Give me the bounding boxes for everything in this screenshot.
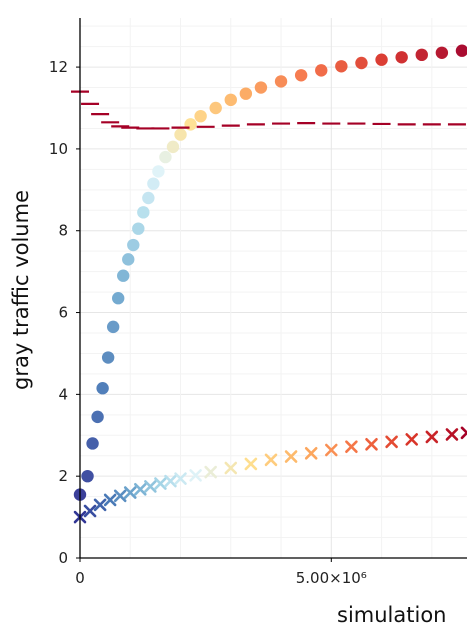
data-point	[145, 481, 155, 491]
data-point	[286, 452, 296, 462]
grid-layer	[80, 18, 467, 558]
y-axis-title: gray traffic volume	[9, 190, 33, 390]
y-tick-label: 8	[58, 222, 68, 240]
data-point	[447, 429, 457, 439]
data-point	[335, 60, 347, 72]
data-point	[127, 239, 139, 251]
data-point	[95, 500, 105, 510]
y-tick-label: 12	[49, 58, 68, 76]
data-point	[135, 484, 145, 494]
series-cross	[75, 428, 467, 522]
data-point	[275, 75, 287, 87]
data-point	[115, 491, 125, 501]
data-point	[375, 54, 387, 66]
data-point	[395, 51, 407, 63]
data-point	[142, 192, 154, 204]
data-point	[206, 467, 216, 477]
y-tick-label: 10	[49, 140, 68, 158]
data-point	[462, 428, 467, 438]
data-point	[255, 81, 267, 93]
data-point	[306, 448, 316, 458]
data-point	[407, 434, 417, 444]
series-circle	[74, 45, 467, 501]
data-point	[436, 47, 448, 59]
data-point	[81, 470, 93, 482]
data-point	[112, 292, 124, 304]
y-tick-label: 6	[58, 304, 68, 322]
x-tick-label: 0	[75, 569, 85, 587]
data-point	[85, 506, 95, 516]
data-point	[194, 110, 206, 122]
data-point	[96, 382, 108, 394]
x-tick-label: 5.00×10⁶	[296, 569, 367, 587]
data-point	[315, 64, 327, 76]
data-point	[167, 141, 179, 153]
x-axis-title: simulation	[337, 603, 446, 627]
data-point	[295, 69, 307, 81]
data-point	[346, 442, 356, 452]
data-point	[355, 57, 367, 69]
data-point	[137, 206, 149, 218]
data-point	[86, 437, 98, 449]
data-point	[387, 437, 397, 447]
y-tick-label: 4	[58, 385, 68, 403]
data-point	[191, 470, 201, 480]
data-point	[147, 177, 159, 189]
y-tick-label: 0	[58, 549, 68, 567]
data-point	[240, 87, 252, 99]
data-point	[266, 455, 276, 465]
data-point	[155, 479, 165, 489]
data-point	[367, 439, 377, 449]
data-point	[102, 351, 114, 363]
y-tick-label: 2	[58, 467, 68, 485]
data-point	[210, 102, 222, 114]
data-point	[225, 94, 237, 106]
data-point	[416, 49, 428, 61]
data-point	[122, 253, 134, 265]
data-point	[174, 128, 186, 140]
data-point	[117, 270, 129, 282]
data-point	[132, 222, 144, 234]
data-point	[165, 476, 175, 486]
data-point	[107, 321, 119, 333]
data-point	[159, 151, 171, 163]
data-point	[246, 459, 256, 469]
data-point	[91, 411, 103, 423]
data-point	[152, 165, 164, 177]
